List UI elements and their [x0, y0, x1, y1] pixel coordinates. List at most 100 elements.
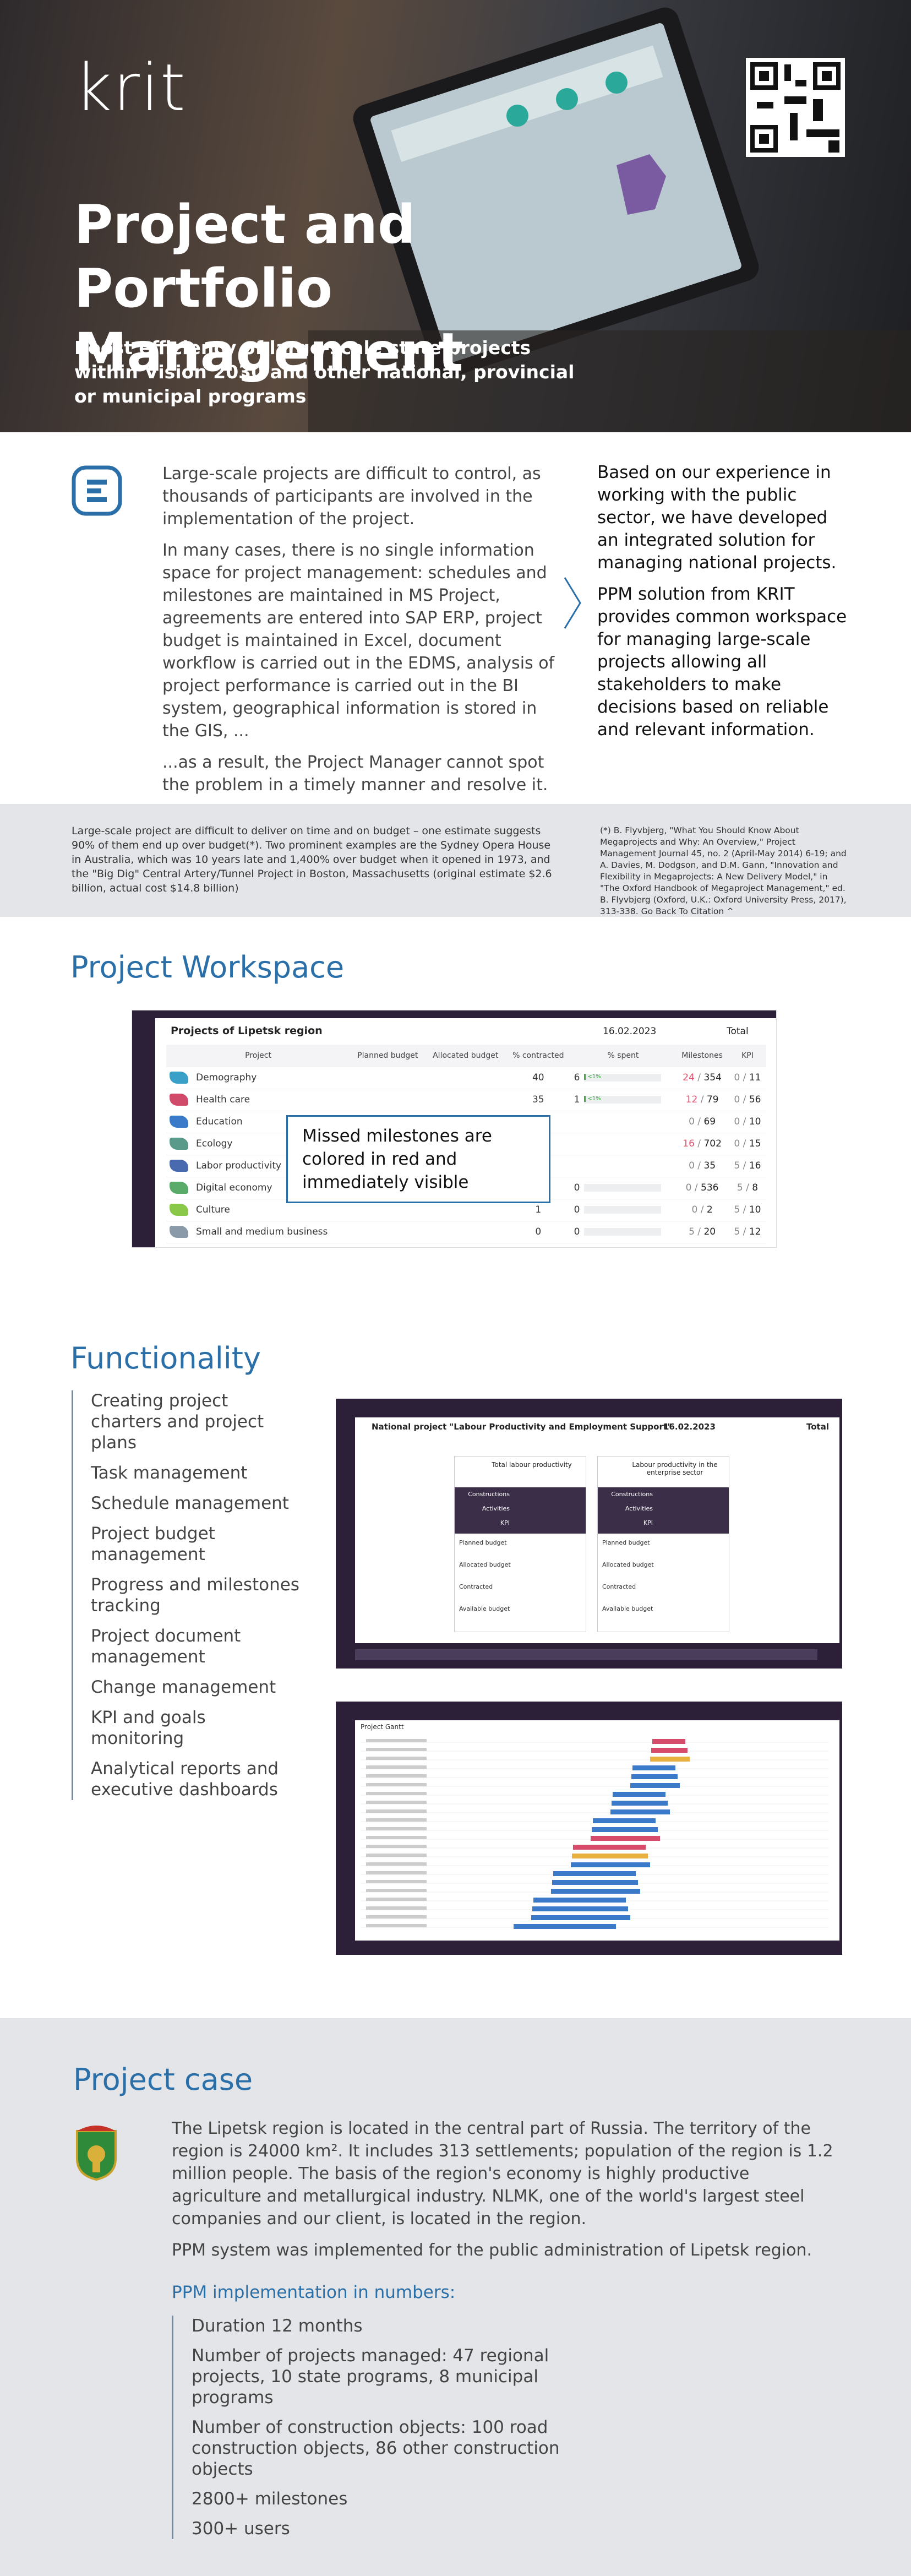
table-title: Projects of Lipetsk region — [171, 1025, 323, 1037]
kpi-card: Labour productivity in the enterprise se… — [597, 1456, 729, 1632]
spent-cell: 0 — [570, 1199, 676, 1221]
kpi-cell: 0 / 10 — [728, 1111, 766, 1133]
table-row: Small and medium business 0 0 5 / 20 5 / 12 — [166, 1221, 766, 1243]
dashboard-title: National project "Labour Productivity an… — [372, 1422, 672, 1432]
functionality-item: Task management — [91, 1463, 248, 1483]
planned-budget — [350, 1067, 426, 1089]
spent-cell: 1 <1% — [570, 1089, 676, 1111]
spent-bar: <1% — [584, 1074, 662, 1082]
project-icon — [170, 1138, 188, 1150]
column-header: Project — [166, 1045, 351, 1067]
intro-paragraph: PPM solution from KRIT provides common w… — [597, 584, 847, 740]
gantt-row-label — [366, 1880, 427, 1883]
gantt-body: Project Gantt — [355, 1720, 839, 1941]
contracted: 35 — [532, 1094, 544, 1105]
milestones-total: 2 — [706, 1204, 713, 1215]
gantt-row-label — [366, 1818, 427, 1822]
card-title: Total labour productivity — [492, 1461, 572, 1469]
kpi-cell: 5 / 16 — [728, 1155, 766, 1177]
kpi-total: 56 — [749, 1094, 761, 1105]
gantt-row-label — [366, 1748, 427, 1751]
footnote-left: Large-scale project are difficult to del… — [72, 825, 552, 894]
kpi-done: 5 — [734, 1226, 740, 1237]
kpi-done: 0 — [734, 1138, 740, 1149]
workspace-screenshot: Projects of Lipetsk region 16.02.2023 To… — [132, 1010, 776, 1247]
gantt-row-label — [366, 1792, 427, 1795]
kpi-total: 10 — [749, 1116, 761, 1127]
milestones-cell: 0 / 35 — [675, 1155, 729, 1177]
functionality-heading: Functionality — [70, 1341, 261, 1376]
project-name: Digital economy — [196, 1182, 272, 1193]
region-emblem — [76, 2126, 117, 2181]
kpi-cell: 5 / 10 — [728, 1199, 766, 1221]
milestones-done: 24 — [683, 1072, 695, 1083]
project-name: Small and medium business — [196, 1226, 328, 1237]
milestones-cell: 24 / 354 — [675, 1067, 729, 1089]
functionality-item: Analytical reports and executive dashboa… — [91, 1759, 279, 1800]
milestones-cell: 16 / 702 — [675, 1133, 729, 1155]
table-header: Project Planned budget Allocated budget% c… — [166, 1045, 766, 1067]
kpi-done: 5 — [734, 1204, 740, 1215]
table-date: 16.02.2023 — [603, 1026, 657, 1037]
contracted-cell: 35 — [506, 1089, 571, 1111]
milestones-cell: 0 / 2 — [675, 1199, 729, 1221]
dashboard-body: National project "Labour Productivity an… — [355, 1417, 839, 1643]
impl-item: Number of construction objects: 100 road… — [192, 2417, 560, 2479]
hero-title: Project and Portfolio Management — [74, 194, 463, 383]
intro-right: Based on our experience in working with … — [597, 461, 848, 750]
spent-bar — [584, 1228, 662, 1236]
card-field: Allocated budget — [459, 1561, 511, 1568]
kpi-total: 8 — [752, 1182, 759, 1193]
intro-paragraph: Large-scale projects are difficult to co… — [162, 464, 541, 529]
gantt-row-label — [366, 1783, 427, 1786]
grid-row-label: Constructions — [611, 1491, 653, 1498]
gantt-row-label — [366, 1854, 427, 1857]
footnote-right: (*) B. Flyvbjerg, "What You Should Know … — [600, 825, 847, 916]
functionality-item: Progress and milestones tracking — [91, 1575, 299, 1616]
gantt-row-label — [366, 1836, 427, 1839]
gantt-bar — [593, 1818, 656, 1823]
milestones-done: 12 — [685, 1094, 698, 1105]
milestones-cell: 0 / 536 — [675, 1177, 729, 1199]
spent-cell — [570, 1155, 676, 1177]
kpi-done: 5 — [734, 1160, 740, 1171]
kpi-total: 11 — [749, 1072, 761, 1083]
card-field: Contracted — [602, 1583, 636, 1590]
gantt-bar — [631, 1774, 678, 1779]
functionality-item: Project budget management — [91, 1524, 215, 1564]
spent: 0 — [574, 1204, 580, 1215]
chevron — [564, 577, 581, 629]
project-icon — [170, 1204, 188, 1216]
gantt-row-label — [366, 1915, 427, 1919]
gantt-row-label — [366, 1906, 427, 1910]
gantt-bar — [573, 1845, 646, 1850]
gantt-bar — [632, 1765, 675, 1770]
intro-icon — [72, 465, 122, 516]
gantt-row-label — [366, 1809, 427, 1813]
project-cell: Demography — [166, 1067, 351, 1089]
card-field: Planned budget — [602, 1539, 650, 1546]
gantt-row-label — [366, 1845, 427, 1848]
kpi-cell: 5 / 12 — [728, 1221, 766, 1243]
kpi-total: 16 — [749, 1160, 761, 1171]
contracted: 40 — [532, 1072, 544, 1083]
spent-bar — [584, 1206, 662, 1214]
callout: Missed milestones are colored in red and… — [286, 1115, 550, 1203]
spent-bar: <1% — [584, 1096, 662, 1104]
kpi-done: 0 — [734, 1094, 740, 1105]
milestones-cell: 0 / 69 — [675, 1111, 729, 1133]
qr-code — [746, 58, 845, 157]
table-total: Total — [727, 1026, 749, 1037]
kpi-cell: 0 / 56 — [728, 1089, 766, 1111]
impl-list: Duration 12 months Number of projects man… — [172, 2316, 612, 2539]
project-name: Health care — [196, 1094, 250, 1105]
contracted-cell: 0 — [506, 1221, 571, 1243]
spent-cell — [570, 1111, 676, 1133]
grid-row-label: Constructions — [468, 1491, 510, 1498]
kpi-total: 12 — [749, 1226, 761, 1237]
spent-cell: 6 <1% — [570, 1067, 676, 1089]
logo: krit — [74, 50, 187, 126]
column-header: Milestones — [675, 1045, 729, 1067]
